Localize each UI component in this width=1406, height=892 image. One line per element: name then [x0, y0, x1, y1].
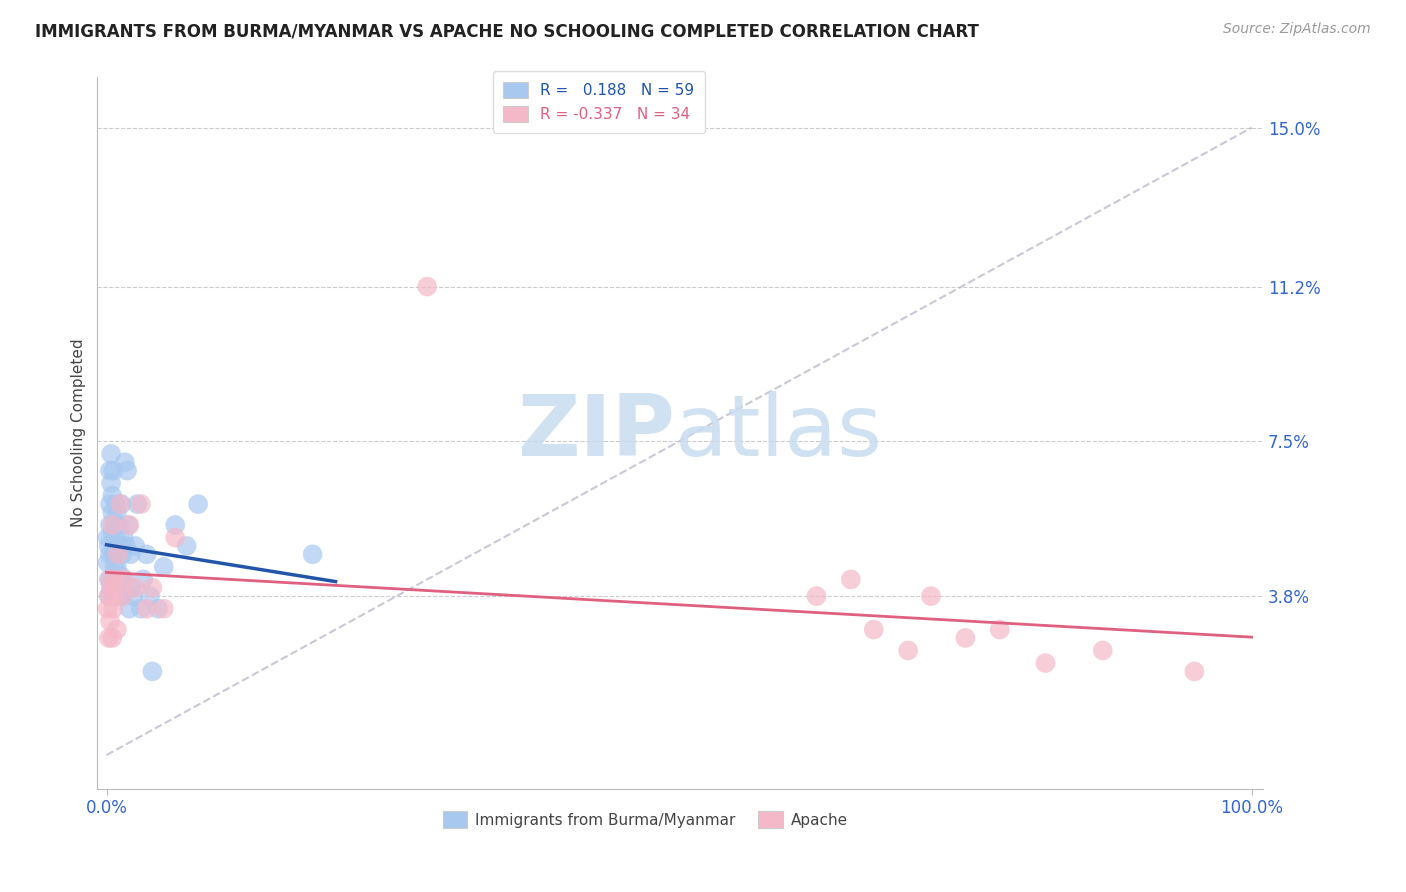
Point [97, 531, 120, 545]
Point [111, 589, 134, 603]
Point [103, 547, 125, 561]
Point [132, 573, 155, 587]
Point [101, 518, 124, 533]
Point [114, 455, 136, 469]
Point [920, 589, 942, 603]
Text: Source: ZipAtlas.com: Source: ZipAtlas.com [1223, 22, 1371, 37]
Point [110, 539, 132, 553]
Point [121, 589, 143, 603]
Point [955, 631, 977, 645]
Point [115, 539, 138, 553]
Point [104, 573, 127, 587]
Point [152, 601, 174, 615]
Point [124, 539, 146, 553]
Point [103, 539, 125, 553]
Point [141, 665, 163, 679]
Point [118, 518, 141, 533]
Point [105, 559, 128, 574]
Point [897, 643, 920, 657]
Point [105, 506, 128, 520]
Point [120, 547, 142, 561]
Point [110, 497, 132, 511]
Point [103, 589, 125, 603]
Point [101, 506, 124, 520]
Point [98, 547, 121, 561]
Point [118, 601, 141, 615]
Point [100, 581, 122, 595]
Text: ZIP: ZIP [516, 392, 675, 475]
Point [110, 568, 132, 582]
Point [839, 573, 862, 587]
Point [139, 589, 162, 603]
Point [103, 559, 125, 574]
Point [98, 518, 121, 533]
Point [103, 464, 125, 478]
Point [104, 581, 127, 595]
Point [112, 573, 135, 587]
Point [107, 547, 129, 561]
Point [110, 589, 132, 603]
Point [146, 601, 169, 615]
Point [988, 623, 1011, 637]
Point [97, 539, 120, 553]
Text: IMMIGRANTS FROM BURMA/MYANMAR VS APACHE NO SCHOOLING COMPLETED CORRELATION CHART: IMMIGRANTS FROM BURMA/MYANMAR VS APACHE … [35, 22, 979, 40]
Point [124, 581, 146, 595]
Point [115, 464, 138, 478]
Point [806, 589, 828, 603]
Point [165, 518, 187, 533]
Point [129, 601, 152, 615]
Point [107, 547, 129, 561]
Point [103, 518, 125, 533]
Point [108, 589, 131, 603]
Point [101, 526, 124, 541]
Point [97, 589, 120, 603]
Point [101, 631, 124, 645]
Point [141, 581, 163, 595]
Point [103, 589, 125, 603]
Point [98, 497, 121, 511]
Point [135, 601, 157, 615]
Point [101, 573, 124, 587]
Point [1182, 665, 1205, 679]
Y-axis label: No Schooling Completed: No Schooling Completed [72, 339, 86, 527]
Point [127, 497, 149, 511]
Point [117, 518, 139, 533]
Point [862, 623, 884, 637]
Point [1035, 656, 1057, 670]
Point [97, 556, 120, 570]
Point [112, 531, 135, 545]
Point [165, 531, 187, 545]
Point [176, 539, 198, 553]
Point [135, 547, 157, 561]
Point [97, 573, 120, 587]
Point [108, 518, 131, 533]
Point [97, 589, 120, 603]
Point [129, 497, 152, 511]
Point [98, 614, 121, 628]
Point [100, 581, 122, 595]
Point [110, 497, 132, 511]
Point [121, 581, 143, 595]
Point [103, 601, 125, 615]
Point [100, 476, 122, 491]
Point [114, 573, 136, 587]
Point [152, 559, 174, 574]
Point [98, 464, 121, 478]
Point [1091, 643, 1114, 657]
Point [98, 573, 121, 587]
Legend: Immigrants from Burma/Myanmar, Apache: Immigrants from Burma/Myanmar, Apache [437, 805, 853, 834]
Point [187, 497, 209, 511]
Point [101, 489, 124, 503]
Point [107, 573, 129, 587]
Point [104, 497, 127, 511]
Point [111, 547, 134, 561]
Point [104, 531, 127, 545]
Point [105, 623, 128, 637]
Point [416, 279, 439, 293]
Point [97, 631, 120, 645]
Text: atlas: atlas [675, 392, 883, 475]
Point [100, 447, 122, 461]
Point [301, 547, 323, 561]
Point [97, 601, 120, 615]
